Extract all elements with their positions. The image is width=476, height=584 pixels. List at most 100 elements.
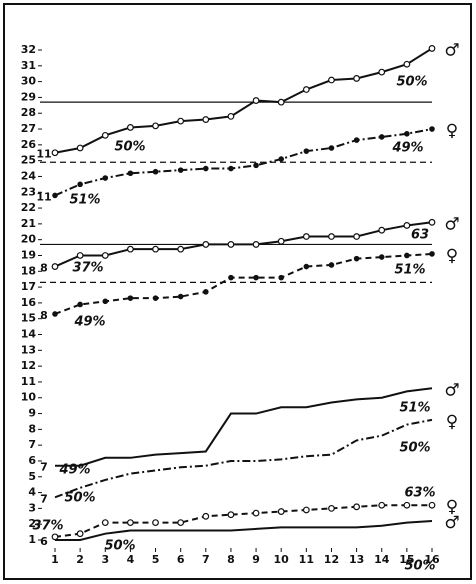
x-tick-label: 5 [152, 553, 160, 566]
y-tick-label: 23 [21, 185, 36, 198]
annotation: 49% [73, 315, 105, 330]
series-line [55, 520, 433, 541]
point [378, 501, 386, 509]
y-tick-label: 4 [28, 486, 36, 499]
y-tick-label: 27 [21, 122, 36, 135]
annotation: 37% [32, 519, 63, 534]
y-tick-label: 16 [21, 296, 37, 309]
point [76, 252, 84, 259]
y-tick-label: 30 [21, 75, 37, 88]
annotation: 50% [396, 75, 427, 90]
point [328, 76, 335, 84]
annotation: 50% [104, 539, 135, 554]
annotation: 49% [391, 141, 423, 156]
point [403, 222, 411, 229]
series-label: 11 [36, 148, 51, 161]
annotation: 50% [399, 441, 430, 456]
point [328, 233, 335, 240]
point [202, 512, 210, 520]
annotation: 51% [69, 193, 100, 208]
series-line [54, 252, 433, 315]
point [429, 251, 435, 257]
series-label: 7 [40, 461, 48, 474]
x-tick-label: 15 [399, 553, 414, 566]
y-tick-label: 29 [21, 90, 36, 103]
point [353, 233, 361, 240]
point [378, 226, 386, 234]
x-tick-label: 7 [202, 553, 210, 566]
annotation: 50% [64, 491, 95, 506]
x-tick-label: 16 [424, 553, 440, 566]
point [353, 503, 361, 511]
y-tick-label: 12 [21, 359, 36, 372]
y-tick-label: 18 [21, 264, 36, 277]
y-tick-label: 11 [21, 375, 36, 388]
y-tick-label: 3 [28, 501, 36, 514]
series-label: 8 [40, 262, 48, 275]
y-tick-label: 20 [21, 233, 37, 246]
y-tick-label: 26 [21, 138, 37, 151]
series-line [54, 128, 433, 197]
point [126, 245, 134, 253]
x-tick-label: 6 [177, 553, 185, 566]
y-tick-label: 13 [21, 343, 36, 356]
point [404, 252, 410, 259]
y-tick-label: 8 [28, 422, 36, 435]
point [277, 98, 285, 106]
series-line [54, 221, 433, 268]
point [102, 298, 109, 305]
x-tick-label: 13 [349, 553, 364, 566]
point [228, 274, 234, 281]
point [378, 68, 386, 76]
y-tick-label: 31 [21, 59, 36, 72]
series-label: 8 [40, 309, 48, 322]
point [52, 192, 58, 199]
sex-symbol: ♂ [444, 214, 459, 234]
annotation: 51% [394, 263, 425, 278]
point [253, 162, 259, 169]
y-tick-label: 21 [21, 217, 36, 230]
x-tick-label: 2 [76, 553, 84, 566]
x-tick-label: 8 [227, 553, 235, 566]
x-tick-label: 14 [374, 553, 390, 566]
x-tick-label: 10 [274, 553, 290, 566]
series-label: 6 [40, 535, 48, 548]
point [152, 519, 159, 527]
point [278, 156, 285, 162]
y-tick-label: 22 [21, 201, 36, 214]
y-tick-label: 17 [21, 280, 36, 293]
point [77, 301, 83, 308]
annotation: 37% [72, 261, 103, 276]
sex-symbol: ♀ [446, 412, 458, 432]
point [228, 165, 234, 172]
point [328, 504, 335, 512]
point [353, 137, 360, 143]
x-tick-label: 11 [299, 553, 314, 566]
point [353, 75, 361, 82]
y-tick-label: 7 [28, 438, 36, 451]
series-line [54, 418, 433, 499]
sex-symbol: ♂ [444, 380, 459, 400]
point [152, 245, 159, 253]
point [252, 509, 260, 517]
point [428, 45, 436, 52]
y-tick-label: 10 [21, 391, 37, 404]
point [126, 124, 134, 131]
point [252, 241, 260, 248]
point [303, 148, 310, 154]
point [177, 519, 185, 527]
point [177, 245, 185, 253]
point [328, 262, 335, 268]
point [302, 506, 310, 514]
y-tick-label: 19 [21, 248, 36, 261]
y-tick-label: 5 [28, 470, 36, 483]
series-line [54, 504, 432, 538]
point [328, 145, 335, 151]
y-tick-label: 32 [21, 43, 36, 56]
sex-symbol: ♀ [446, 121, 458, 141]
point [378, 134, 385, 140]
point [277, 237, 285, 245]
point [177, 293, 184, 300]
point [76, 530, 84, 538]
